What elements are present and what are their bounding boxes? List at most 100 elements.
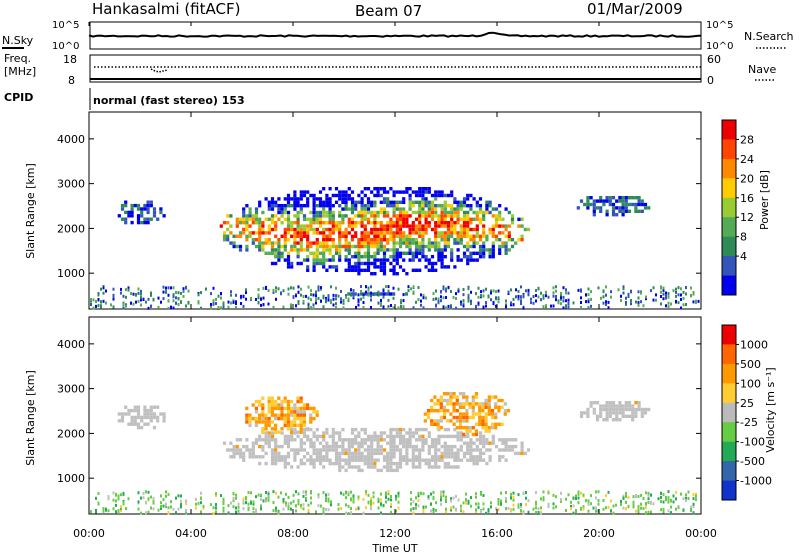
- echo-cell: [382, 455, 387, 459]
- echo-cell: [520, 224, 524, 228]
- echo-cell: [382, 265, 387, 269]
- echo-cell: [360, 231, 364, 235]
- clutter-cell: [680, 492, 682, 496]
- echo-cell: [456, 221, 460, 225]
- clutter-cell: [165, 286, 167, 290]
- echo-cell: [455, 426, 459, 430]
- echo-cell: [248, 448, 252, 452]
- echo-cell: [506, 409, 511, 413]
- echo-cell: [504, 227, 508, 232]
- echo-cell: [251, 217, 255, 221]
- echo-cell: [299, 227, 303, 232]
- echo-cell: [459, 200, 463, 204]
- echo-cell: [494, 444, 499, 449]
- clutter-cell: [450, 506, 452, 510]
- echo-cell: [254, 406, 258, 411]
- echo-cell: [248, 210, 252, 215]
- echo-cell: [440, 217, 444, 221]
- clutter-cell: [305, 496, 307, 500]
- echo-cell: [270, 248, 275, 252]
- clutter-cell: [602, 507, 605, 511]
- echo-cell: [232, 241, 236, 245]
- clutter-cell: [667, 490, 670, 494]
- echo-cell: [280, 427, 284, 431]
- echo-cell: [520, 444, 524, 449]
- clutter-cell: [412, 507, 415, 511]
- clutter-cell: [297, 302, 300, 305]
- echo-cell: [270, 251, 275, 255]
- echo-cell: [376, 227, 380, 232]
- echo-cell: [373, 217, 377, 221]
- echo-cell: [453, 221, 457, 225]
- clutter-cell: [95, 304, 97, 308]
- echo-cell: [235, 451, 239, 456]
- echo-cell: [312, 207, 316, 211]
- echo-cell: [510, 214, 515, 218]
- echo-cell: [452, 415, 456, 420]
- echo-cell: [338, 431, 342, 435]
- clutter-cell: [535, 289, 537, 292]
- echo-cell: [471, 395, 475, 399]
- echo-cell: [430, 261, 435, 266]
- echo-cell: [261, 210, 265, 215]
- clutter-cell: [255, 298, 257, 301]
- colorbar-tick-label: -1000: [740, 475, 772, 488]
- echo-cell: [350, 207, 355, 211]
- echo-cell: [120, 217, 125, 221]
- clutter-cell: [640, 300, 642, 304]
- echo-cell: [414, 458, 419, 462]
- echo-cell: [331, 224, 335, 228]
- echo-cell: [459, 241, 463, 245]
- clutter-cell: [677, 293, 680, 297]
- echo-cell: [302, 234, 307, 238]
- echo-cell: [455, 398, 459, 403]
- echo-cell: [363, 268, 367, 272]
- clutter-cell: [175, 301, 177, 305]
- clutter-cell: [610, 290, 612, 294]
- clutter-cell: [417, 494, 420, 498]
- echo-cell: [498, 210, 502, 215]
- echo-cell: [468, 405, 472, 409]
- colorbar-tick-label: 28: [740, 133, 754, 146]
- echo-cell: [615, 407, 619, 412]
- echo-cell: [385, 292, 389, 296]
- echo-cell: [350, 244, 355, 249]
- clutter-cell: [572, 301, 575, 305]
- echo-cell: [331, 431, 335, 435]
- echo-cell: [370, 214, 374, 218]
- clutter-cell: [555, 289, 557, 293]
- echo-cell: [379, 258, 383, 262]
- clutter-cell: [142, 298, 145, 301]
- clutter-cell: [370, 294, 372, 298]
- echo-cell: [459, 204, 463, 208]
- clutter-cell: [122, 294, 125, 298]
- echo-cell: [357, 455, 361, 459]
- echo-cell: [421, 438, 425, 442]
- echo-cell: [421, 444, 425, 449]
- clutter-cell: [272, 290, 275, 294]
- echo-cell: [411, 224, 415, 228]
- echo-cell: [258, 455, 262, 459]
- clutter-cell: [495, 290, 497, 294]
- echo-cell: [370, 231, 374, 235]
- clutter-cell: [505, 299, 507, 303]
- clutter-cell: [510, 496, 512, 500]
- clutter-cell: [482, 289, 485, 293]
- echo-cell: [456, 204, 460, 208]
- echo-cell: [488, 200, 492, 204]
- echo-cell: [405, 441, 409, 445]
- clutter-cell: [382, 295, 385, 299]
- clutter-cell: [467, 499, 470, 503]
- echo-cell: [149, 408, 153, 413]
- echo-cell: [411, 434, 415, 439]
- freq-tick-bottom: 8: [68, 74, 75, 87]
- clutter-cell: [477, 502, 480, 506]
- echo-cell: [408, 224, 412, 228]
- echo-cell: [611, 206, 616, 210]
- echo-cell: [357, 465, 361, 469]
- echo-cell: [478, 431, 483, 435]
- x-tick-label: 20:00: [583, 527, 615, 540]
- colorbar-tick-label: 8: [740, 231, 747, 244]
- echo-cell: [296, 261, 300, 266]
- clutter-cell: [662, 292, 665, 296]
